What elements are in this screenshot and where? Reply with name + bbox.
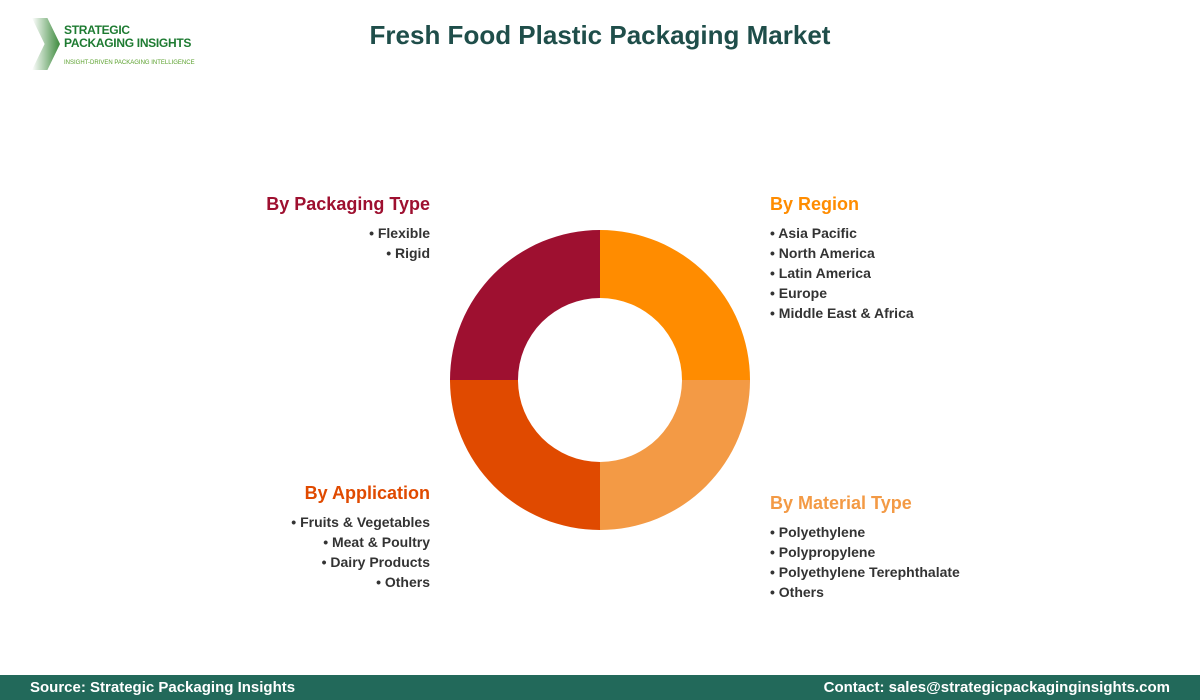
donut-chart bbox=[450, 230, 750, 530]
segment-region: By Region Asia Pacific North America Lat… bbox=[770, 194, 914, 323]
list-item: Fruits & Vegetables bbox=[291, 512, 430, 532]
list-item: Polyethylene Terephthalate bbox=[770, 562, 960, 582]
list-item: Asia Pacific bbox=[770, 223, 914, 243]
list-item: Others bbox=[291, 572, 430, 592]
logo-text: STRATEGIC PACKAGING INSIGHTS bbox=[64, 23, 192, 50]
segment-title: By Application bbox=[304, 483, 430, 503]
list-item: Rigid bbox=[266, 243, 430, 263]
list-item: Europe bbox=[770, 283, 914, 303]
donut-slice-by-material-type bbox=[600, 380, 750, 530]
segment-title: By Packaging Type bbox=[266, 194, 430, 214]
page-title: Fresh Food Plastic Packaging Market bbox=[369, 20, 831, 50]
footer: Source: Strategic Packaging Insights Con… bbox=[0, 675, 1200, 700]
segment-title: By Region bbox=[770, 194, 860, 214]
list-item: Middle East & Africa bbox=[770, 303, 914, 323]
footer-source: Source: Strategic Packaging Insights bbox=[30, 679, 296, 696]
segment-application: By Application Fruits & Vegetables Meat … bbox=[291, 483, 430, 592]
list-item: Meat & Poultry bbox=[291, 532, 430, 552]
donut-slice-by-packaging-type bbox=[450, 230, 600, 380]
segment-material-type: By Material Type Polyethylene Polypropyl… bbox=[770, 493, 960, 602]
list-item: North America bbox=[770, 243, 914, 263]
logo-tagline: INSIGHT-DRIVEN PACKAGING INTELLIGENCE bbox=[64, 60, 195, 66]
list-item: Others bbox=[770, 582, 960, 602]
donut-slice-by-application bbox=[450, 380, 600, 530]
segment-packaging-type: By Packaging Type FlexibleRigid bbox=[266, 194, 430, 263]
segment-title: By Material Type bbox=[770, 493, 912, 513]
list-item: Dairy Products bbox=[291, 552, 430, 572]
list-item: Polypropylene bbox=[770, 542, 960, 562]
list-item: Polyethylene bbox=[770, 522, 960, 542]
list-item: Flexible bbox=[266, 223, 430, 243]
donut-slice-by-region bbox=[600, 230, 750, 380]
footer-contact[interactable]: Contact: sales@strategicpackaginginsight… bbox=[823, 679, 1170, 696]
logo: STRATEGIC PACKAGING INSIGHTS INSIGHT-DRIV… bbox=[32, 18, 202, 73]
list-item: Latin America bbox=[770, 263, 914, 283]
